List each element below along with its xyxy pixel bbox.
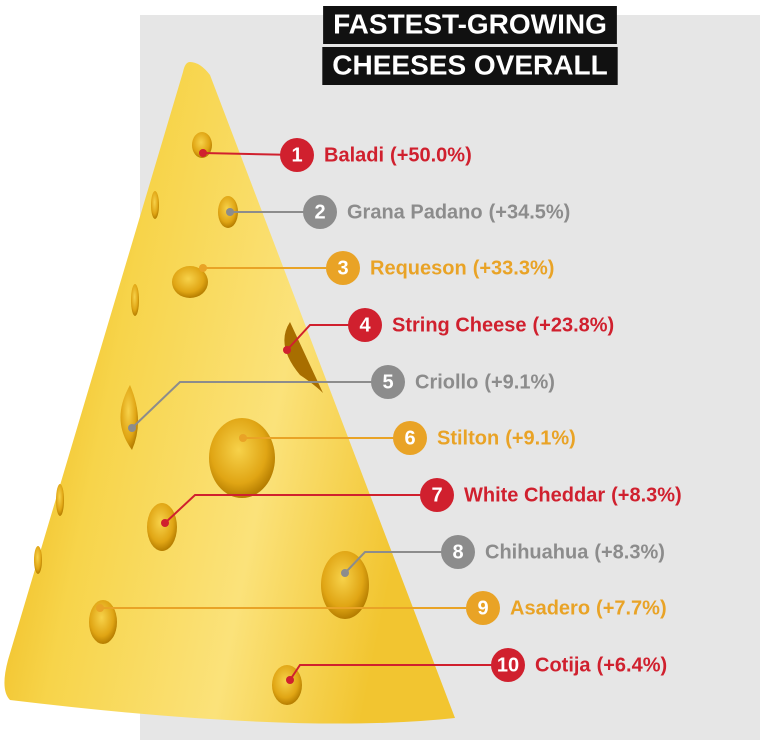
leader-dot	[199, 149, 207, 157]
leader-line	[286, 324, 365, 351]
leader-dot	[239, 434, 247, 442]
value-label: (+9.1%)	[505, 427, 576, 449]
cheese-name: Criollo	[415, 371, 478, 393]
ranked-list: 1 Baladi (+50.0%) 2 Grana Padano (+34.5%) 3 Req…	[96, 138, 682, 684]
title: FASTEST-GROWING CHEESES OVERALL	[322, 6, 618, 85]
rank-badge	[491, 648, 525, 682]
rank-number: 8	[452, 541, 463, 563]
title-box	[322, 47, 618, 85]
rank-badge	[326, 251, 360, 285]
leader-dot	[226, 208, 234, 216]
cheese-name: Requeson	[370, 257, 467, 279]
leader-dot	[283, 346, 291, 354]
rank-number: 2	[314, 201, 325, 223]
leader-line	[164, 494, 437, 524]
rank-number: 3	[337, 257, 348, 279]
leader-dot	[161, 519, 169, 527]
rank-number: 9	[477, 597, 488, 619]
rank-badge	[303, 195, 337, 229]
cheese-name: String Cheese	[392, 314, 526, 336]
leader-dot	[199, 264, 207, 272]
value-label: (+7.7%)	[596, 597, 667, 619]
cheese-name: Asadero	[510, 597, 590, 619]
leader-dot	[341, 569, 349, 577]
title-line: CHEESES OVERALL	[332, 49, 607, 80]
rank-number: 6	[404, 427, 415, 449]
rank-number: 7	[431, 484, 442, 506]
value-label: (+23.8%)	[532, 314, 614, 336]
rank-badge	[441, 535, 475, 569]
title-box	[323, 6, 617, 44]
rank-number: 10	[497, 654, 519, 676]
cheese-name: Baladi	[324, 144, 384, 166]
rank-badge	[420, 478, 454, 512]
rank-badge	[371, 365, 405, 399]
rank-number: 4	[359, 314, 371, 336]
cheese-name: Grana Padano	[347, 201, 483, 223]
rank-badge	[348, 308, 382, 342]
leader-dot	[286, 676, 294, 684]
cheese-name: White Cheddar	[464, 484, 605, 506]
leader-dot	[128, 424, 136, 432]
rank-number: 5	[382, 371, 393, 393]
value-label: (+9.1%)	[484, 371, 555, 393]
cheese-name: Chihuahua	[485, 541, 589, 563]
leader-line	[289, 664, 508, 681]
rank-badge	[466, 591, 500, 625]
leader-line	[131, 381, 388, 429]
value-label: (+34.5%)	[489, 201, 571, 223]
rank-badge	[280, 138, 314, 172]
value-label: (+33.3%)	[473, 257, 555, 279]
title-line: FASTEST-GROWING	[333, 8, 607, 39]
value-label: (+8.3%)	[594, 541, 665, 563]
value-label: (+8.3%)	[611, 484, 682, 506]
leader-dot	[96, 604, 104, 612]
value-label: (+6.4%)	[597, 654, 668, 676]
rank-number: 1	[291, 144, 302, 166]
value-label: (+50.0%)	[390, 144, 472, 166]
cheese-name: Cotija	[535, 654, 591, 676]
leader-line	[344, 551, 458, 574]
cheese-name: Stilton	[437, 427, 499, 449]
rank-badge	[393, 421, 427, 455]
